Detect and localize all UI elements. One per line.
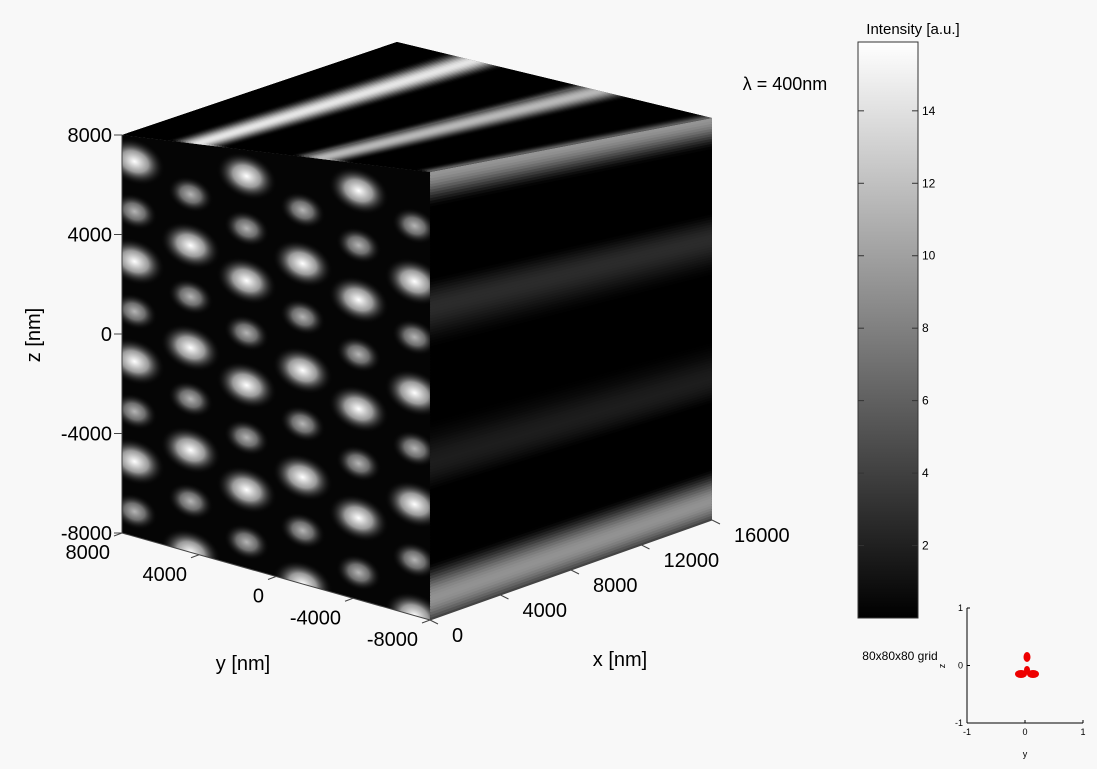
y-tick-label: -4000 — [290, 607, 341, 629]
colorbar-tick-label: 12 — [922, 176, 936, 190]
y-tick — [268, 577, 276, 580]
lobe — [1024, 666, 1030, 674]
inset-x-tick-label: 0 — [1022, 727, 1027, 737]
z-tick-label: -4000 — [61, 424, 112, 446]
z-tick-label: 0 — [101, 324, 112, 346]
x-tick — [501, 595, 509, 599]
x-tick-label: 4000 — [523, 600, 568, 622]
annotation: λ = 400nm — [743, 74, 828, 94]
inset-x-tick-label: -1 — [963, 727, 971, 737]
y-tick-label: 8000 — [66, 542, 111, 564]
dipole-glyph — [1015, 652, 1039, 678]
colorbar — [858, 42, 918, 618]
x-tick — [712, 520, 720, 524]
y-tick — [345, 598, 353, 601]
inset-x-tick-label: 1 — [1080, 727, 1085, 737]
colorbar-tick-label: 10 — [922, 249, 936, 263]
y-tick-label: -8000 — [367, 629, 418, 651]
texture-xz — [430, 118, 712, 620]
colorbar-tick-label: 6 — [922, 394, 929, 408]
x-tick-label: 12000 — [664, 550, 720, 572]
figure: λ = 400nm 80x80x80 grid Intensity [a.u.]… — [0, 0, 1097, 764]
colorbar-label: Intensity [a.u.] — [866, 21, 959, 38]
z-tick-label: 8000 — [68, 125, 113, 147]
cube-faces — [96, 42, 712, 649]
y-axis-label: y [nm] — [216, 653, 270, 675]
x-tick-label: 8000 — [593, 575, 638, 597]
inset-y-tick-label: 1 — [958, 603, 963, 613]
y-tick — [191, 555, 199, 558]
colorbar-tick-label: 4 — [922, 466, 929, 480]
x-tick — [430, 620, 438, 624]
grid-note: 80x80x80 grid — [862, 649, 937, 663]
z-axis-label: z [nm] — [23, 308, 45, 362]
colorbar-tick-label: 8 — [922, 321, 929, 335]
x-tick-label: 0 — [452, 625, 463, 647]
y-tick — [422, 620, 430, 623]
colorbar-tick-label: 14 — [922, 104, 936, 118]
inset-y-tick-label: 0 — [958, 661, 963, 671]
colorbar-tick-label: 2 — [922, 539, 929, 553]
lobe — [1024, 652, 1031, 662]
z-tick-label: 4000 — [68, 225, 113, 247]
y-tick-label: 4000 — [143, 564, 188, 586]
x-tick — [642, 545, 650, 549]
inset-y-tick-label: -1 — [955, 718, 963, 728]
y-tick-label: 0 — [253, 586, 264, 608]
x-tick-label: 16000 — [734, 525, 790, 547]
x-axis-label: x [nm] — [593, 649, 647, 671]
inset-y-label: z — [937, 663, 947, 668]
inset-x-label: y — [1023, 749, 1028, 759]
x-tick — [571, 570, 579, 574]
